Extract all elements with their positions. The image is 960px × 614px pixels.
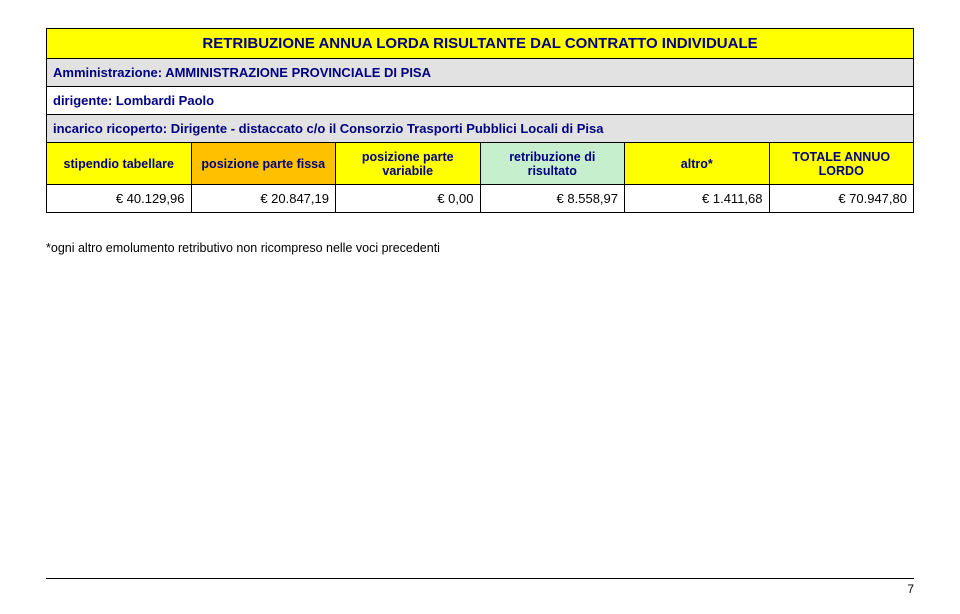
- page-number: 7: [46, 582, 914, 596]
- document-title: RETRIBUZIONE ANNUA LORDA RISULTANTE DAL …: [47, 29, 914, 59]
- value-retribuzione: € 8.558,97: [480, 185, 625, 213]
- header-retribuzione: retribuzione di risultato: [480, 143, 625, 185]
- incarico-label: incarico ricoperto: Dirigente - distacca…: [47, 115, 914, 143]
- salary-table: RETRIBUZIONE ANNUA LORDA RISULTANTE DAL …: [46, 28, 914, 213]
- header-pos-variabile: posizione parte variabile: [336, 143, 481, 185]
- value-altro: € 1.411,68: [625, 185, 770, 213]
- value-pos-fissa: € 20.847,19: [191, 185, 336, 213]
- header-pos-fissa: posizione parte fissa: [191, 143, 336, 185]
- header-totale: TOTALE ANNUO LORDO: [769, 143, 914, 185]
- administration-label: Amministrazione: AMMINISTRAZIONE PROVINC…: [47, 59, 914, 87]
- header-altro: altro*: [625, 143, 770, 185]
- page-footer: 7: [46, 578, 914, 596]
- header-stipendio: stipendio tabellare: [47, 143, 192, 185]
- value-totale: € 70.947,80: [769, 185, 914, 213]
- value-pos-variabile: € 0,00: [336, 185, 481, 213]
- value-stipendio: € 40.129,96: [47, 185, 192, 213]
- footer-rule: [46, 578, 914, 580]
- footnote: *ogni altro emolumento retributivo non r…: [46, 241, 914, 255]
- dirigente-label: dirigente: Lombardi Paolo: [47, 87, 914, 115]
